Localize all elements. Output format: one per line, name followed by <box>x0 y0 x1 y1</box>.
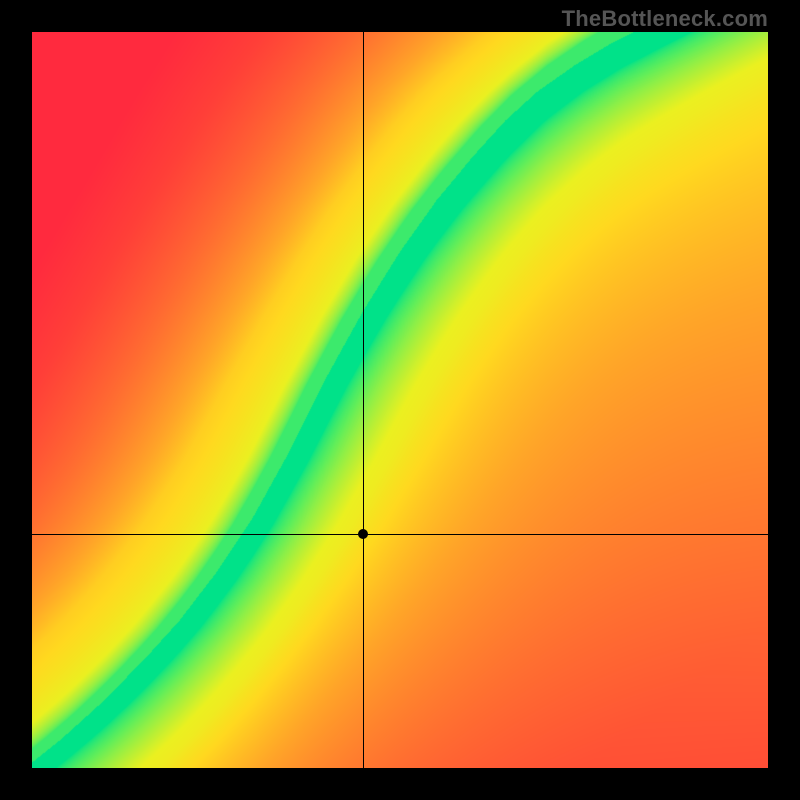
heatmap-canvas <box>32 32 768 768</box>
watermark-text: TheBottleneck.com <box>562 6 768 32</box>
crosshair-horizontal <box>32 534 768 535</box>
crosshair-vertical <box>363 32 364 768</box>
marker-dot <box>358 529 368 539</box>
heatmap-plot <box>32 32 768 768</box>
